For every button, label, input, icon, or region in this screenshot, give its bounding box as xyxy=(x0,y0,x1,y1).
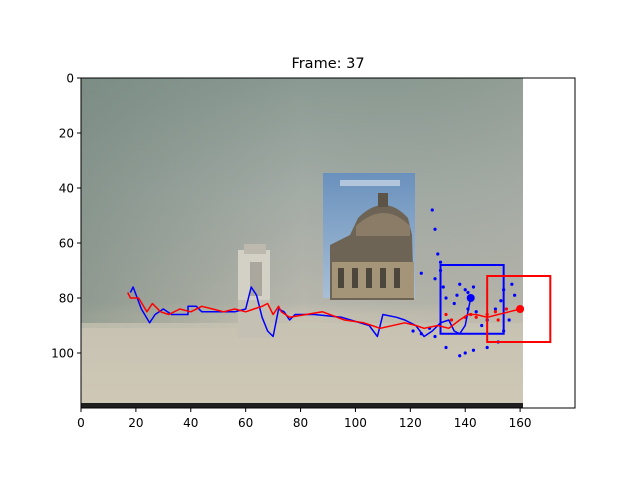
blue-point xyxy=(513,293,517,297)
blue-point xyxy=(471,348,476,352)
red-point xyxy=(493,310,498,314)
x-tick-label: 60 xyxy=(238,416,253,430)
x-tick-label: 120 xyxy=(399,416,422,430)
wall-shading xyxy=(81,78,523,328)
red-point xyxy=(449,318,454,322)
blue-point xyxy=(463,288,467,292)
white-margin xyxy=(523,78,575,408)
red-current-position xyxy=(516,305,525,313)
blue-point xyxy=(433,227,437,231)
blue-point xyxy=(485,345,489,350)
blue-point xyxy=(433,334,437,339)
blue-point xyxy=(452,301,456,306)
x-tick-label: 40 xyxy=(183,416,198,430)
red-point xyxy=(496,318,500,322)
y-tick-label: 80 xyxy=(59,292,74,306)
red-bounding-box xyxy=(486,275,552,343)
blue-point xyxy=(493,307,498,311)
y-tick-label: 60 xyxy=(59,237,74,251)
blue-point xyxy=(444,296,448,300)
blue-point xyxy=(510,282,514,286)
red-point xyxy=(474,315,478,319)
blue-point xyxy=(455,293,459,297)
blue-point xyxy=(444,345,448,350)
blue-current-position xyxy=(466,294,475,302)
x-tick-label: 100 xyxy=(344,416,367,430)
blue-trajectory-line xyxy=(129,286,472,338)
blue-point xyxy=(474,310,478,314)
blue-point xyxy=(480,323,484,328)
blue-point xyxy=(499,299,503,303)
blue-bounding-box xyxy=(439,264,505,335)
y-tick-label: 100 xyxy=(51,347,74,361)
blue-point xyxy=(463,351,467,355)
blue-point xyxy=(433,277,437,281)
blue-point xyxy=(458,282,462,286)
red-point xyxy=(504,307,508,311)
y-tick-label: 0 xyxy=(66,72,74,86)
y-tick-label: 20 xyxy=(59,127,74,141)
x-tick-label: 80 xyxy=(293,416,308,430)
blue-point xyxy=(436,252,440,256)
x-tick-label: 0 xyxy=(77,416,85,430)
bottom-bar xyxy=(81,403,523,408)
blue-point xyxy=(441,285,445,289)
blue-point xyxy=(419,271,423,275)
poster xyxy=(323,173,415,300)
blue-point xyxy=(471,285,476,289)
blue-point xyxy=(507,318,511,322)
tracking-overlays xyxy=(127,208,552,358)
blue-point xyxy=(466,290,470,295)
red-trajectory-line xyxy=(127,292,521,330)
blue-point xyxy=(438,260,443,264)
camera-frame-image xyxy=(81,78,575,408)
chart-title: Frame: 37 xyxy=(291,56,364,72)
y-tick-label: 40 xyxy=(59,182,74,196)
red-point xyxy=(444,312,448,317)
x-tick-label: 160 xyxy=(509,416,532,430)
blue-point xyxy=(458,354,462,358)
y-axis: 0 20 40 60 80 100 xyxy=(51,72,81,361)
x-tick-label: 140 xyxy=(454,416,477,430)
table-edge xyxy=(81,323,523,329)
x-tick-label: 20 xyxy=(128,416,143,430)
x-axis: 0 20 40 60 80 100 120 140 160 xyxy=(77,408,532,430)
blue-point xyxy=(411,329,415,333)
blue-point xyxy=(430,208,434,212)
